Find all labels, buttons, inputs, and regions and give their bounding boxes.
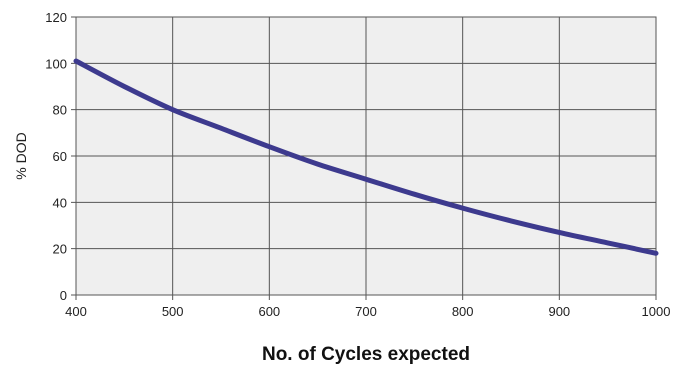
x-tick-label: 500 (162, 304, 184, 319)
y-tick-label: 120 (45, 10, 67, 25)
x-tick-label: 600 (258, 304, 280, 319)
y-tick-label: 60 (53, 149, 67, 164)
y-tick-label: 0 (60, 288, 67, 303)
series-group (73, 58, 659, 256)
y-tick-label: 20 (53, 242, 67, 257)
x-axis-title: No. of Cycles expected (262, 344, 470, 365)
series-line (73, 58, 659, 256)
x-tick-label: 900 (548, 304, 570, 319)
y-tick-label: 40 (53, 195, 67, 210)
x-tick-label: 1000 (642, 304, 671, 319)
x-tick-label: 700 (355, 304, 377, 319)
x-tick-label: 400 (65, 304, 87, 319)
y-tick-label: 80 (53, 103, 67, 118)
tick-labels: 400 500 600 700 800 900 1000 0 20 40 60 80 100 120 (45, 10, 670, 319)
y-axis-title: % DOD (13, 132, 29, 179)
y-tick-label: 100 (45, 56, 67, 71)
x-tick-label: 800 (452, 304, 474, 319)
